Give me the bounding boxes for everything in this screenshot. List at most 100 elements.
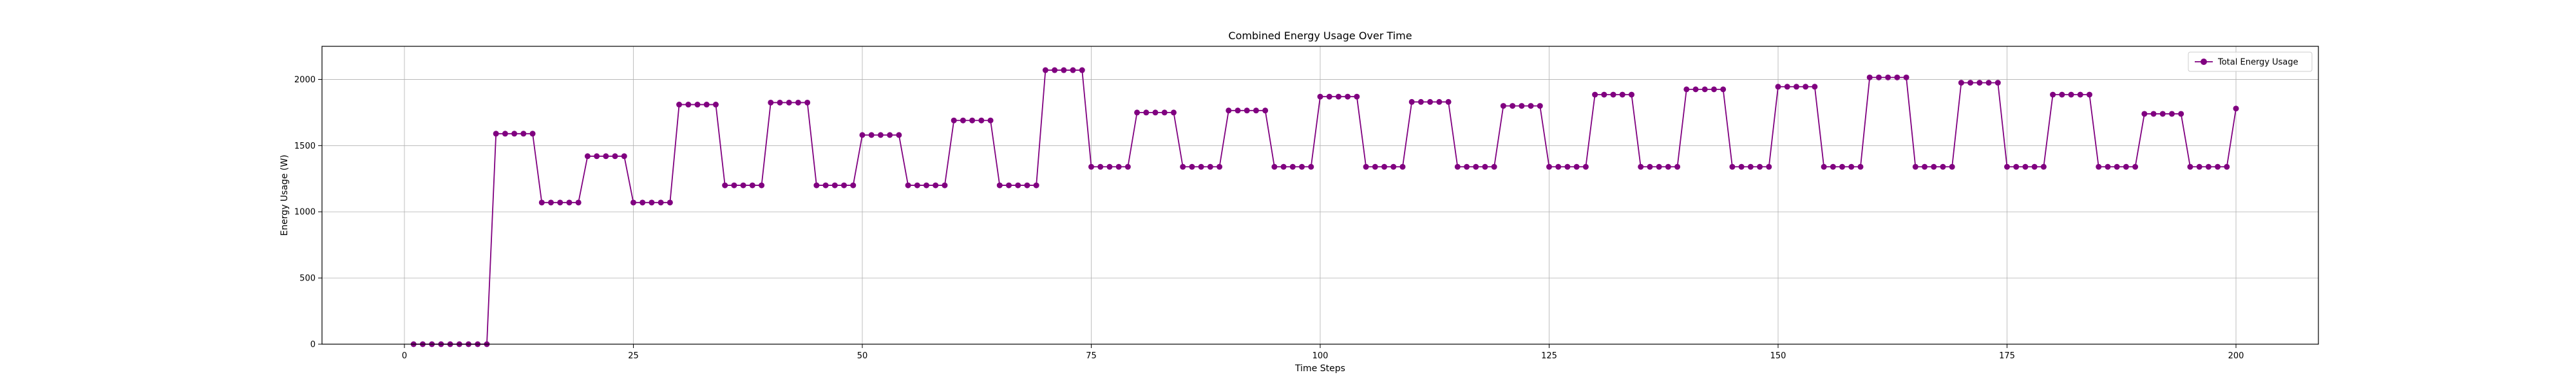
data-point	[1372, 163, 1378, 170]
data-point	[1949, 163, 1955, 170]
data-point	[1390, 163, 1397, 170]
x-tick-label: 125	[1541, 351, 1557, 361]
data-point	[1903, 74, 1909, 80]
legend: Total Energy Usage	[2188, 51, 2313, 72]
x-tick-label: 75	[1086, 351, 1097, 361]
data-point	[1720, 86, 1727, 93]
data-point	[914, 182, 920, 188]
data-point	[1775, 84, 1781, 90]
data-point	[1674, 163, 1681, 170]
data-point	[1244, 107, 1250, 114]
data-point	[1757, 163, 1763, 170]
data-point	[1747, 163, 1754, 170]
data-point	[896, 132, 902, 138]
x-tick-label: 50	[857, 351, 868, 361]
data-point	[933, 182, 939, 188]
data-point	[658, 199, 664, 206]
data-point	[2215, 163, 2221, 170]
data-point	[2022, 163, 2029, 170]
data-point	[2096, 163, 2102, 170]
data-point	[1006, 182, 1012, 188]
data-point	[1097, 163, 1104, 170]
data-point	[1445, 98, 1452, 105]
data-point	[923, 182, 930, 188]
data-point	[1931, 163, 1937, 170]
data-point	[2114, 163, 2120, 170]
data-point	[612, 153, 618, 160]
data-point	[1885, 74, 1891, 80]
data-point	[694, 102, 701, 108]
data-point	[1866, 74, 1873, 80]
data-point	[905, 182, 911, 188]
data-point	[1510, 103, 1516, 109]
data-point	[1115, 163, 1122, 170]
data-point	[2013, 163, 2020, 170]
data-point	[768, 99, 774, 106]
data-point	[1170, 109, 1177, 116]
data-point	[978, 117, 985, 124]
data-point	[859, 132, 866, 138]
data-point	[511, 131, 518, 137]
data-point	[1052, 67, 1058, 73]
data-point	[1417, 98, 1424, 105]
data-point	[1079, 67, 1085, 73]
series-layer	[410, 67, 2239, 347]
data-point	[2141, 111, 2148, 117]
data-point	[1729, 163, 1736, 170]
data-point	[1839, 163, 1846, 170]
data-point	[2159, 111, 2166, 117]
data-point	[786, 99, 792, 106]
data-point	[2168, 111, 2175, 117]
data-point	[1857, 163, 1864, 170]
data-point	[1638, 163, 1644, 170]
data-point	[1262, 107, 1269, 114]
data-point	[639, 199, 646, 206]
data-point	[1381, 163, 1388, 170]
data-point	[1683, 86, 1690, 93]
y-tick-label: 1000	[294, 208, 316, 217]
data-point	[2205, 163, 2211, 170]
data-point	[777, 99, 783, 106]
data-point	[1042, 67, 1048, 73]
data-point	[1894, 74, 1900, 80]
data-point	[566, 199, 573, 206]
data-point	[1317, 93, 1323, 100]
data-point	[1619, 91, 1625, 98]
data-point	[1299, 163, 1305, 170]
data-point	[1134, 109, 1141, 116]
data-point	[2196, 163, 2202, 170]
data-point	[667, 199, 673, 206]
data-point	[804, 99, 811, 106]
data-point	[502, 131, 508, 137]
data-point	[1848, 163, 1855, 170]
data-point	[1088, 163, 1094, 170]
data-point	[703, 102, 710, 108]
data-point	[1912, 163, 1918, 170]
y-tick-label: 2000	[294, 75, 316, 85]
x-tick-label: 0	[402, 351, 407, 361]
data-point	[759, 182, 765, 188]
data-point	[1399, 163, 1406, 170]
data-point	[1500, 103, 1506, 109]
data-point	[1738, 163, 1745, 170]
data-point	[1235, 107, 1241, 114]
data-point	[2068, 91, 2074, 98]
y-tick-label: 0	[310, 340, 316, 350]
data-point	[1308, 163, 1314, 170]
data-point	[1656, 163, 1662, 170]
data-point	[1701, 86, 1708, 93]
data-point	[2224, 163, 2230, 170]
data-point	[1363, 163, 1369, 170]
data-point	[722, 182, 728, 188]
data-point	[538, 199, 545, 206]
data-point	[1198, 163, 1204, 170]
data-point	[1345, 93, 1351, 100]
data-point	[2059, 91, 2065, 98]
data-point	[1253, 107, 1259, 114]
data-point	[676, 102, 683, 108]
data-point	[1033, 182, 1039, 188]
data-point	[731, 182, 737, 188]
data-point	[1427, 98, 1434, 105]
data-point	[1573, 163, 1580, 170]
